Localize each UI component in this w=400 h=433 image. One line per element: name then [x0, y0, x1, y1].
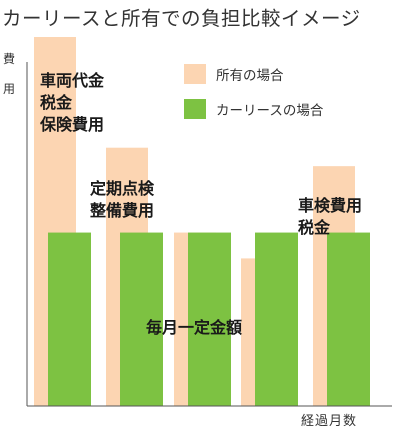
legend-label-lease: カーリースの場合	[216, 103, 324, 119]
annotation-shaken-costs: 車検費用 税金	[298, 195, 362, 239]
legend-swatch-own	[184, 64, 206, 84]
chart-title: カーリースと所有での負担比較イメージ	[2, 7, 361, 30]
annotation-line: 車両代金	[40, 71, 105, 90]
bar-lease	[188, 232, 231, 406]
legend-item-own: 所有の場合	[184, 64, 284, 84]
annotation-initial-costs: 車両代金 税金 保険費用	[40, 70, 104, 136]
annotation-line: 定期点検	[90, 179, 155, 198]
bar-lease	[255, 232, 298, 406]
annotation-line: 税金	[298, 218, 331, 237]
annotation-line: 税金	[40, 93, 73, 112]
legend-label-own: 所有の場合	[216, 68, 284, 84]
legend-swatch-lease	[184, 99, 206, 119]
annotation-line: 整備費用	[90, 201, 155, 220]
x-axis-label: 経過月数	[301, 414, 358, 429]
bar-lease	[120, 232, 163, 406]
annotation-line: 車検費用	[298, 196, 363, 215]
bars-group	[34, 37, 370, 406]
annotation-inspection-costs: 定期点検 整備費用	[90, 178, 154, 222]
annotation-monthly-fixed: 毎月一定金額	[146, 318, 243, 337]
legend-item-lease: カーリースの場合	[184, 99, 323, 119]
bar-lease	[327, 232, 370, 406]
annotation-line: 保険費用	[40, 115, 105, 134]
bar-lease	[48, 232, 91, 406]
y-axis-label: 費用	[3, 52, 16, 96]
